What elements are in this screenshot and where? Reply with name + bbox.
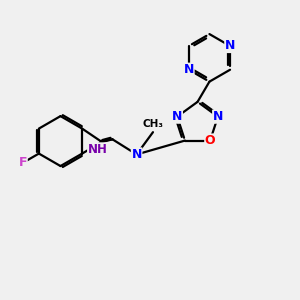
Text: O: O bbox=[205, 134, 215, 147]
Text: N: N bbox=[225, 40, 235, 52]
Text: N: N bbox=[131, 148, 142, 161]
Text: N: N bbox=[184, 63, 194, 76]
Text: NH: NH bbox=[88, 143, 107, 156]
Text: F: F bbox=[19, 156, 27, 169]
Text: N: N bbox=[172, 110, 182, 123]
Text: N: N bbox=[213, 110, 223, 123]
Text: CH₃: CH₃ bbox=[142, 119, 164, 129]
